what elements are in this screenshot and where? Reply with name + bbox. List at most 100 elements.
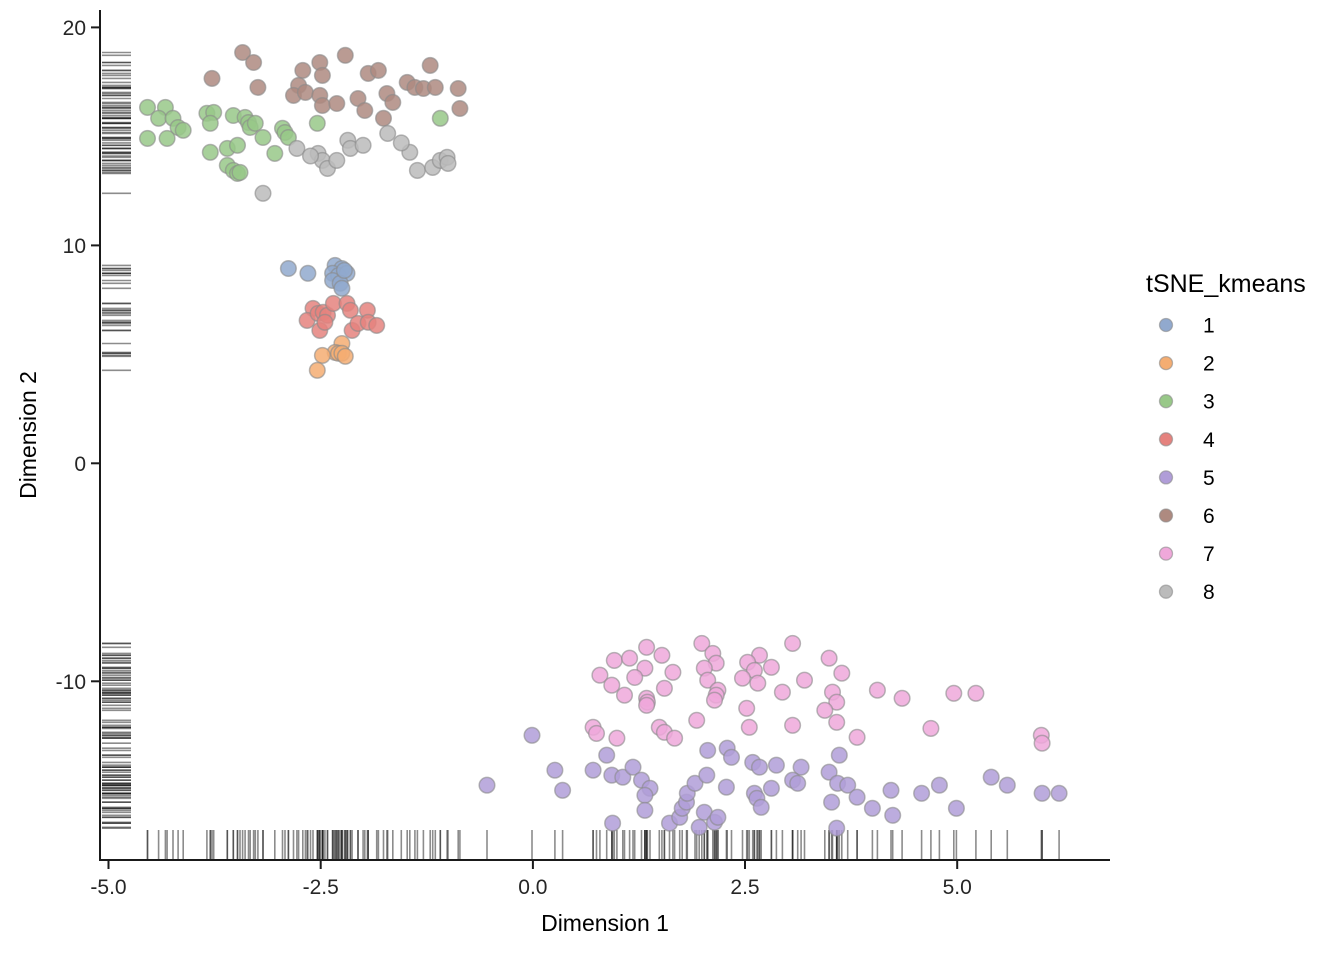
data-point: [254, 128, 272, 147]
legend-item-7: 7: [1158, 543, 1215, 566]
data-point: [158, 129, 176, 147]
legend-item-label: 8: [1203, 581, 1215, 604]
data-point: [354, 136, 372, 154]
legend-item-label: 5: [1203, 467, 1215, 490]
data-point: [174, 121, 192, 139]
data-point: [608, 729, 626, 747]
data-point: [584, 761, 602, 779]
data-point: [773, 683, 791, 701]
y-tick-labels: 20 10 0 -10: [56, 17, 86, 694]
data-point: [1033, 784, 1051, 802]
legend-item-3: 3: [1158, 391, 1215, 414]
legend-item-4: 4: [1158, 429, 1215, 452]
cluster-7-points: [584, 634, 1051, 752]
data-point: [930, 776, 948, 794]
data-point: [828, 693, 846, 711]
data-point: [828, 819, 846, 837]
data-point: [693, 634, 711, 652]
data-point: [301, 147, 320, 165]
legend-title: tSNE_kmeans: [1146, 270, 1306, 298]
x-tick-label: 0.0: [518, 876, 547, 899]
x-tick-label: -2.5: [303, 876, 339, 899]
data-point: [614, 768, 632, 786]
data-point: [621, 649, 639, 667]
data-point: [784, 716, 802, 734]
data-point: [945, 684, 963, 702]
data-point: [882, 781, 900, 799]
legend-swatch-icon: [1158, 355, 1174, 371]
y-axis-rug: [102, 51, 131, 830]
data-point: [201, 143, 219, 161]
data-point: [316, 313, 334, 331]
y-tick-label: -10: [56, 671, 86, 694]
data-point: [738, 699, 756, 717]
data-point: [604, 814, 622, 832]
x-tick-label: -5.0: [90, 876, 126, 899]
y-tick-label: 0: [74, 453, 86, 476]
data-point: [690, 818, 708, 836]
cluster-2-points: [308, 334, 354, 379]
data-point: [254, 184, 272, 202]
data-point: [828, 713, 846, 731]
data-point: [439, 154, 457, 172]
data-point: [523, 726, 541, 744]
axes: [91, 10, 1110, 869]
legend-item-1: 1: [1158, 315, 1215, 338]
data-point: [893, 689, 911, 707]
data-point: [201, 114, 219, 132]
data-point: [717, 778, 735, 796]
data-point: [603, 676, 621, 694]
legend-item-8: 8: [1158, 581, 1215, 604]
data-point: [816, 701, 834, 719]
data-point: [379, 124, 397, 142]
data-point: [288, 139, 306, 157]
data-point: [313, 66, 331, 84]
legend-item-label: 4: [1203, 429, 1215, 452]
data-point: [638, 638, 656, 656]
data-point: [705, 691, 724, 709]
data-point: [998, 776, 1016, 794]
data-point: [830, 746, 848, 764]
data-point: [789, 774, 807, 792]
data-point: [313, 96, 331, 115]
data-point: [294, 61, 312, 79]
legend-item-label: 6: [1203, 505, 1215, 528]
x-axis-title: Dimension 1: [541, 910, 669, 936]
data-point: [426, 78, 444, 96]
data-point: [868, 681, 886, 699]
y-tick-label: 20: [63, 17, 86, 40]
legend-item-label: 3: [1203, 391, 1215, 414]
legend-item-label: 2: [1203, 353, 1215, 376]
data-point: [245, 53, 263, 72]
legend-item-6: 6: [1158, 505, 1215, 528]
data-point: [752, 798, 770, 816]
data-point: [655, 679, 673, 697]
data-point: [313, 346, 331, 364]
data-point: [341, 301, 359, 319]
data-point: [449, 79, 467, 98]
data-point: [554, 781, 572, 799]
data-point: [228, 136, 247, 154]
data-point: [848, 728, 866, 746]
legend-swatch-icon: [1158, 508, 1174, 523]
data-point: [138, 129, 157, 147]
data-point: [699, 741, 717, 759]
legend-item-label: 7: [1203, 543, 1215, 566]
data-point: [664, 663, 682, 681]
data-point: [823, 793, 841, 811]
data-point: [478, 776, 496, 794]
data-point: [138, 98, 157, 116]
data-point: [328, 151, 346, 169]
data-point: [451, 99, 469, 118]
data-point: [266, 144, 284, 162]
data-point: [784, 634, 802, 652]
legend-item-label: 1: [1203, 315, 1215, 338]
data-point: [328, 94, 346, 113]
x-tick-labels: -5.0 -2.5 0.0 2.5 5.0: [90, 876, 971, 899]
data-point: [279, 259, 297, 278]
data-point: [863, 799, 881, 817]
data-point: [666, 729, 684, 747]
data-point: [234, 43, 252, 62]
data-point: [820, 649, 838, 667]
legend-item-2: 2: [1158, 353, 1215, 376]
